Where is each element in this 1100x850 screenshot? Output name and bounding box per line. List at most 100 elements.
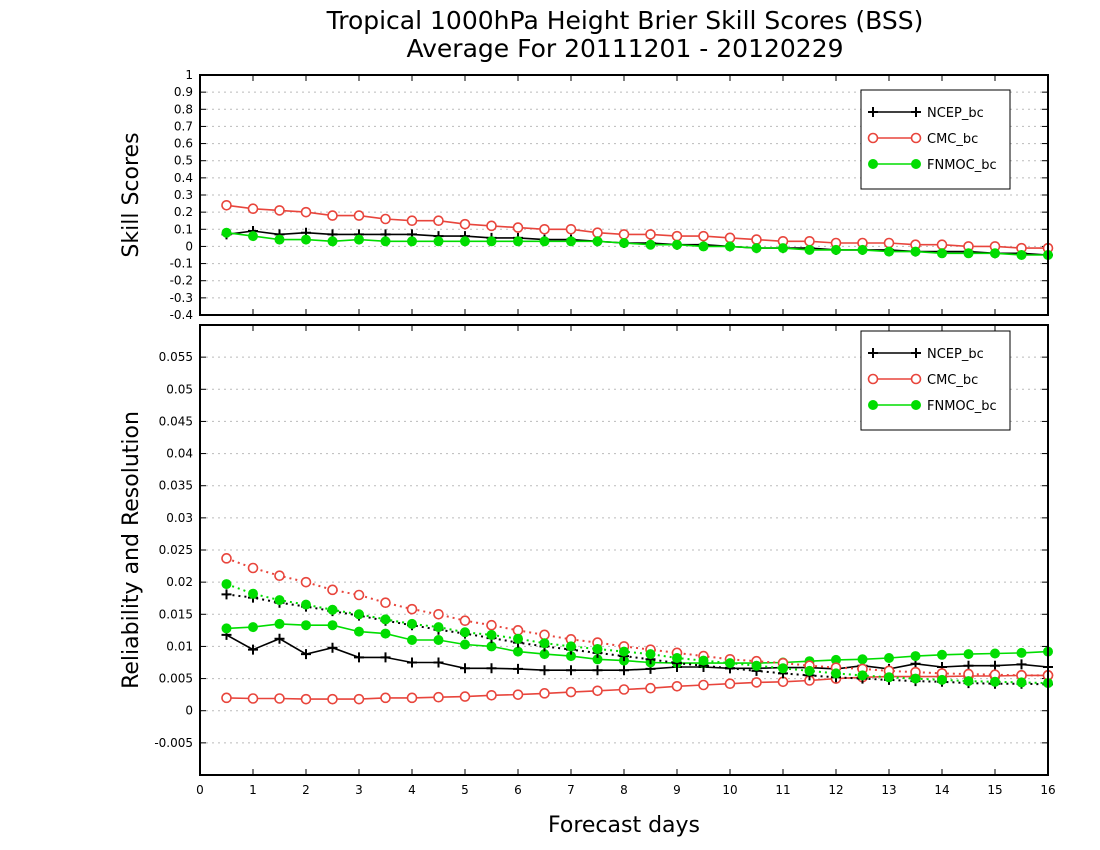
bottom-series-FNMOC_bc-dotted	[221, 579, 1053, 689]
bottom-point-CMC_bc	[512, 625, 524, 636]
bottom-point-NCEP_bc	[248, 644, 258, 655]
bottom-point-FNMOC_bc	[354, 609, 364, 620]
top-point-CMC_bc	[565, 223, 577, 235]
top-point-FNMOC_bc	[274, 234, 285, 245]
bottom-point-NCEP_bc	[354, 652, 364, 663]
bottom-point-FNMOC_bc	[1016, 677, 1027, 688]
top-series-NCEP_bc-solid	[221, 226, 1053, 260]
bottom-point-CMC_bc	[486, 689, 497, 701]
bottom-legend-label: CMC_bc	[927, 373, 978, 388]
bottom-x-tick-label: 15	[987, 783, 1002, 797]
bottom-point-CMC_bc	[777, 676, 789, 688]
top-point-CMC_bc	[671, 230, 683, 242]
top-point-FNMOC_bc	[963, 248, 974, 259]
top-point-CMC_bc	[274, 205, 285, 216]
top-legend-marker	[868, 159, 878, 169]
top-point-FNMOC_bc	[804, 244, 815, 255]
bottom-point-NCEP_bc	[433, 657, 444, 668]
top-point-FNMOC_bc	[380, 236, 391, 247]
bottom-point-CMC_bc	[433, 691, 444, 703]
bottom-point-CMC_bc	[698, 679, 709, 691]
bottom-point-CMC_bc	[539, 629, 550, 641]
top-legend-box	[860, 89, 1011, 190]
bottom-point-NCEP_bc	[460, 663, 470, 674]
top-point-CMC_bc	[751, 234, 762, 245]
top-point-CMC_bc	[486, 220, 497, 232]
bottom-point-CMC_bc	[406, 603, 418, 615]
bottom-legend-marker	[911, 400, 921, 410]
top-point-CMC_bc	[936, 239, 948, 251]
top-point-CMC_bc	[645, 229, 656, 240]
top-point-FNMOC_bc	[725, 241, 735, 252]
bottom-point-FNMOC_bc	[1016, 647, 1027, 658]
bottom-point-FNMOC_bc	[778, 663, 788, 674]
bottom-point-FNMOC_bc	[274, 618, 285, 629]
bottom-point-FNMOC_bc	[486, 641, 497, 652]
bottom-point-NCEP_bc	[380, 652, 391, 663]
bottom-point-CMC_bc	[459, 615, 471, 627]
top-y-tick-label: 0.9	[174, 85, 193, 99]
top-series-FNMOC_bc-solid	[221, 227, 1053, 260]
bottom-legend-box	[860, 330, 1011, 431]
bottom-point-FNMOC_bc	[221, 623, 232, 634]
bottom-point-CMC_bc	[380, 597, 391, 609]
top-point-FNMOC_bc	[592, 236, 603, 247]
bottom-plot-frame	[199, 324, 1049, 776]
bottom-point-NCEP_bc	[539, 665, 550, 676]
bottom-point-FNMOC_bc	[963, 649, 974, 660]
top-point-CMC_bc	[724, 232, 736, 244]
bottom-point-NCEP_bc	[1016, 659, 1027, 670]
top-y-tick-label: 0	[185, 239, 193, 253]
top-point-FNMOC_bc	[990, 248, 1000, 259]
top-point-FNMOC_bc	[513, 236, 523, 247]
top-y-tick-label: 0.3	[174, 188, 193, 202]
bottom-line-FNMOC_bc-dotted	[226, 583, 1049, 685]
top-legend-marker	[867, 132, 879, 144]
bottom-point-NCEP_bc	[513, 663, 523, 674]
top-legend-marker	[868, 107, 878, 117]
bottom-point-CMC_bc	[671, 680, 683, 692]
bottom-panel: -0.005 0 0.005 0.01 0.015 0.02 0.025 0.03 0.035 0…	[119, 324, 1056, 838]
top-legend-label: CMC_bc	[927, 132, 978, 147]
bottom-point-NCEP_bc	[592, 665, 603, 676]
bottom-point-CMC_bc	[300, 576, 312, 588]
top-point-FNMOC_bc	[672, 239, 682, 250]
bottom-y-tick-label: 0.05	[166, 382, 193, 396]
top-point-CMC_bc	[512, 222, 524, 233]
bottom-y-tick-label: 0.02	[166, 575, 193, 589]
bottom-x-axis-title: Forecast days	[548, 813, 700, 838]
top-legend-label: FNMOC_bc	[927, 158, 997, 173]
bottom-x-tick-label: 6	[514, 783, 522, 797]
bottom-point-CMC_bc	[724, 678, 736, 690]
bottom-point-NCEP_bc	[327, 642, 338, 653]
bottom-point-FNMOC_bc	[937, 649, 947, 660]
bottom-y-tick-label: 0	[185, 704, 193, 718]
bottom-x-tick-label: 11	[775, 783, 790, 797]
bottom-point-FNMOC_bc	[990, 676, 1000, 687]
bottom-x-tick-label: 10	[722, 783, 737, 797]
bottom-point-FNMOC_bc	[751, 660, 762, 671]
bottom-point-FNMOC_bc	[884, 653, 894, 663]
top-point-FNMOC_bc	[751, 243, 762, 254]
bottom-y-tick-label: 0.01	[166, 639, 193, 653]
top-point-FNMOC_bc	[327, 236, 338, 247]
bottom-y-tick-label: 0.025	[159, 543, 193, 557]
top-point-CMC_bc	[300, 206, 312, 218]
top-y-tick-label: 0.4	[174, 171, 193, 185]
top-point-FNMOC_bc	[248, 231, 258, 242]
bottom-x-tick-label: 0	[196, 783, 204, 797]
top-point-FNMOC_bc	[619, 238, 629, 248]
top-y-tick-label: 0.2	[174, 205, 193, 219]
bottom-legend-marker	[868, 348, 878, 358]
bottom-point-FNMOC_bc	[433, 635, 444, 645]
bottom-series-FNMOC_bc-solid	[221, 618, 1053, 669]
bottom-point-NCEP_bc	[221, 589, 232, 600]
bottom-point-CMC_bc	[247, 562, 259, 574]
bottom-y-axis-title: Reliability and Resolution	[119, 411, 144, 689]
bottom-y-tick-label: 0.04	[166, 447, 193, 461]
bottom-y-tick-label: 0.045	[159, 414, 193, 428]
bottom-point-FNMOC_bc	[407, 618, 417, 629]
bottom-line-NCEP_bc-dotted	[226, 593, 1049, 686]
bottom-point-NCEP_bc	[274, 633, 285, 644]
bottom-point-FNMOC_bc	[592, 644, 603, 654]
